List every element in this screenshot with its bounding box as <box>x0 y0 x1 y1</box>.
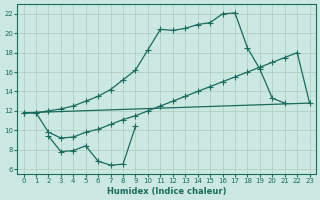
X-axis label: Humidex (Indice chaleur): Humidex (Indice chaleur) <box>107 187 226 196</box>
